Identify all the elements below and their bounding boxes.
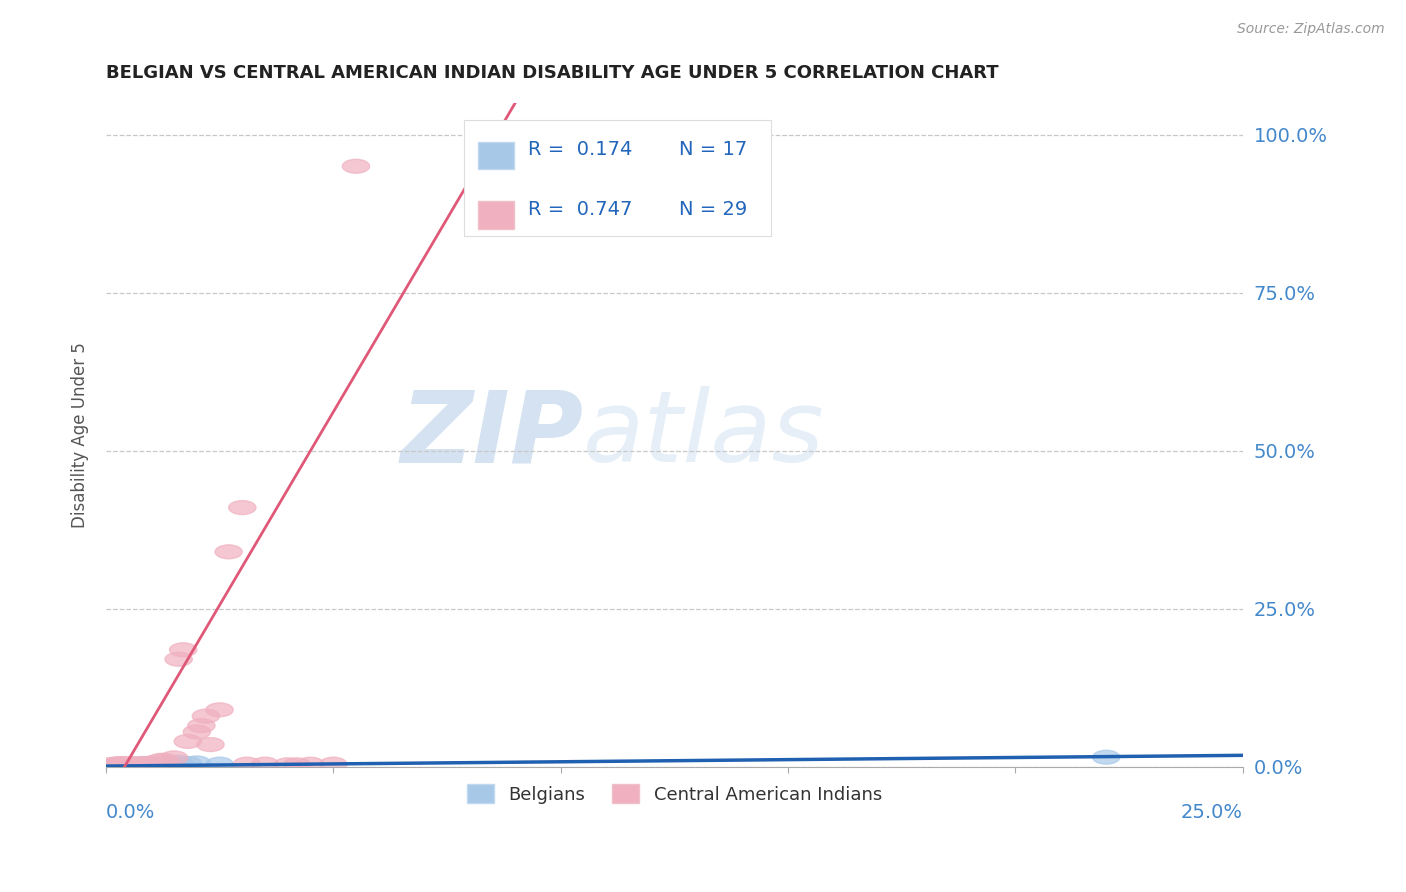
Ellipse shape bbox=[111, 757, 138, 771]
Ellipse shape bbox=[274, 758, 301, 772]
Ellipse shape bbox=[252, 757, 278, 771]
Ellipse shape bbox=[197, 738, 224, 752]
Ellipse shape bbox=[297, 757, 325, 771]
Ellipse shape bbox=[156, 756, 183, 770]
Text: N = 17: N = 17 bbox=[679, 140, 747, 159]
Ellipse shape bbox=[105, 756, 134, 771]
Ellipse shape bbox=[138, 756, 165, 770]
Ellipse shape bbox=[205, 757, 233, 771]
Ellipse shape bbox=[174, 734, 201, 748]
Text: BELGIAN VS CENTRAL AMERICAN INDIAN DISABILITY AGE UNDER 5 CORRELATION CHART: BELGIAN VS CENTRAL AMERICAN INDIAN DISAB… bbox=[105, 64, 998, 82]
Ellipse shape bbox=[101, 758, 128, 772]
Ellipse shape bbox=[115, 757, 142, 771]
Ellipse shape bbox=[146, 757, 174, 771]
Ellipse shape bbox=[97, 758, 124, 772]
Ellipse shape bbox=[120, 756, 146, 771]
Text: ZIP: ZIP bbox=[401, 386, 583, 483]
Ellipse shape bbox=[115, 758, 142, 772]
Ellipse shape bbox=[146, 754, 174, 767]
Ellipse shape bbox=[174, 756, 201, 771]
Ellipse shape bbox=[183, 756, 211, 770]
Ellipse shape bbox=[165, 756, 193, 769]
Ellipse shape bbox=[105, 758, 134, 772]
Ellipse shape bbox=[229, 500, 256, 515]
Ellipse shape bbox=[101, 757, 128, 771]
Ellipse shape bbox=[165, 652, 193, 666]
Y-axis label: Disability Age Under 5: Disability Age Under 5 bbox=[72, 342, 89, 528]
Ellipse shape bbox=[283, 758, 311, 772]
Ellipse shape bbox=[205, 703, 233, 717]
FancyBboxPatch shape bbox=[464, 120, 770, 235]
Ellipse shape bbox=[97, 758, 124, 772]
Ellipse shape bbox=[170, 643, 197, 657]
Ellipse shape bbox=[128, 756, 156, 771]
Ellipse shape bbox=[233, 757, 260, 771]
Text: 25.0%: 25.0% bbox=[1181, 803, 1243, 822]
FancyBboxPatch shape bbox=[478, 142, 515, 169]
Ellipse shape bbox=[342, 160, 370, 173]
FancyBboxPatch shape bbox=[478, 202, 515, 229]
Ellipse shape bbox=[215, 545, 242, 558]
Legend: Belgians, Central American Indians: Belgians, Central American Indians bbox=[460, 777, 889, 811]
Text: 0.0%: 0.0% bbox=[105, 803, 155, 822]
Ellipse shape bbox=[319, 757, 347, 771]
Ellipse shape bbox=[183, 725, 211, 739]
Ellipse shape bbox=[138, 756, 165, 771]
Text: Source: ZipAtlas.com: Source: ZipAtlas.com bbox=[1237, 22, 1385, 37]
Ellipse shape bbox=[124, 758, 152, 772]
Ellipse shape bbox=[128, 756, 156, 771]
Ellipse shape bbox=[111, 756, 138, 771]
Ellipse shape bbox=[193, 709, 219, 723]
Ellipse shape bbox=[1092, 750, 1119, 764]
Ellipse shape bbox=[152, 754, 179, 767]
Ellipse shape bbox=[188, 719, 215, 732]
Ellipse shape bbox=[124, 757, 152, 771]
Text: atlas: atlas bbox=[583, 386, 825, 483]
Ellipse shape bbox=[160, 751, 188, 764]
Text: R =  0.747: R = 0.747 bbox=[527, 200, 633, 219]
Ellipse shape bbox=[134, 757, 160, 771]
Text: R =  0.174: R = 0.174 bbox=[527, 140, 633, 159]
Text: N = 29: N = 29 bbox=[679, 200, 747, 219]
Ellipse shape bbox=[120, 757, 146, 771]
